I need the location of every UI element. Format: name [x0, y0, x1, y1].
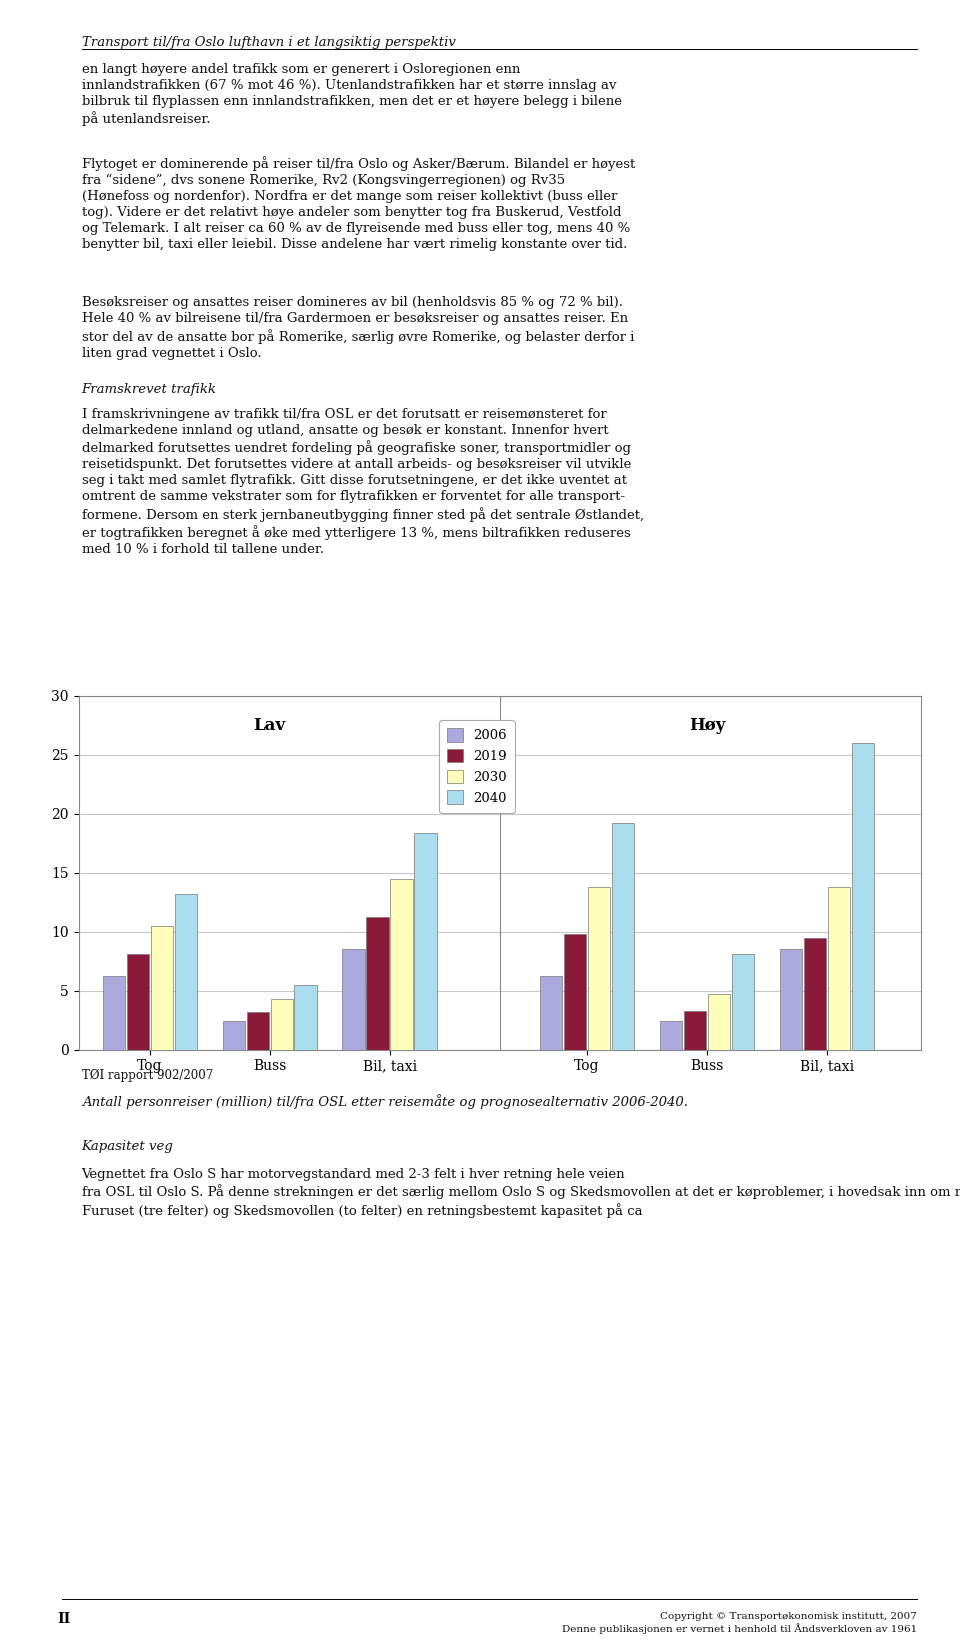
Bar	[564, 934, 587, 1050]
Bar	[151, 926, 173, 1050]
Bar	[708, 994, 731, 1050]
Bar	[271, 999, 293, 1050]
Text: Besøksreiser og ansattes reiser domineres av bil (henholdsvis 85 % og 72 % bil).: Besøksreiser og ansattes reiser dominere…	[82, 296, 634, 360]
Bar	[391, 878, 413, 1050]
Bar	[367, 918, 389, 1050]
Bar	[852, 744, 875, 1050]
Text: TØI rapport 902/2007: TØI rapport 902/2007	[82, 1069, 213, 1082]
Text: Copyright © Transportøkonomisk institutt, 2007
Denne publikasjonen er vernet i h: Copyright © Transportøkonomisk institutt…	[562, 1612, 917, 1633]
Bar	[612, 822, 635, 1050]
Bar	[223, 1022, 245, 1050]
Bar	[804, 938, 827, 1050]
Text: Transport til/fra Oslo lufthavn i et langsiktig perspektiv: Transport til/fra Oslo lufthavn i et lan…	[82, 36, 455, 49]
Text: Lav: Lav	[253, 717, 286, 734]
Bar	[732, 954, 755, 1050]
Legend: 2006, 2019, 2030, 2040: 2006, 2019, 2030, 2040	[439, 721, 515, 813]
Bar	[415, 832, 437, 1050]
Bar	[343, 949, 365, 1050]
Bar	[780, 949, 803, 1050]
Bar	[103, 977, 125, 1050]
Text: Antall personreiser (million) til/fra OSL etter reisemåte og prognosealternativ : Antall personreiser (million) til/fra OS…	[82, 1094, 687, 1109]
Text: en langt høyere andel trafikk som er generert i Osloregionen enn
innlandstrafikk: en langt høyere andel trafikk som er gen…	[82, 63, 622, 127]
Text: I framskrivningene av trafikk til/fra OSL er det forutsatt er reisemønsteret for: I framskrivningene av trafikk til/fra OS…	[82, 408, 644, 556]
Bar	[175, 893, 197, 1050]
Bar	[660, 1022, 683, 1050]
Text: Høy: Høy	[688, 717, 725, 734]
Text: Vegnettet fra Oslo S har motorvegstandard med 2-3 felt i hver retning hele veien: Vegnettet fra Oslo S har motorvegstandar…	[82, 1168, 960, 1217]
Bar	[684, 1010, 707, 1050]
Bar	[127, 954, 149, 1050]
Text: II: II	[58, 1612, 71, 1627]
Bar	[295, 985, 317, 1050]
Bar	[247, 1012, 269, 1050]
Bar	[540, 977, 563, 1050]
Bar	[588, 887, 611, 1050]
Text: Flytoget er dominerende på reiser til/fra Oslo og Asker/Bærum. Bilandel er høyes: Flytoget er dominerende på reiser til/fr…	[82, 156, 635, 252]
Text: Kapasitet veg: Kapasitet veg	[82, 1140, 174, 1153]
Text: Framskrevet trafikk: Framskrevet trafikk	[82, 383, 216, 396]
Bar	[828, 887, 851, 1050]
